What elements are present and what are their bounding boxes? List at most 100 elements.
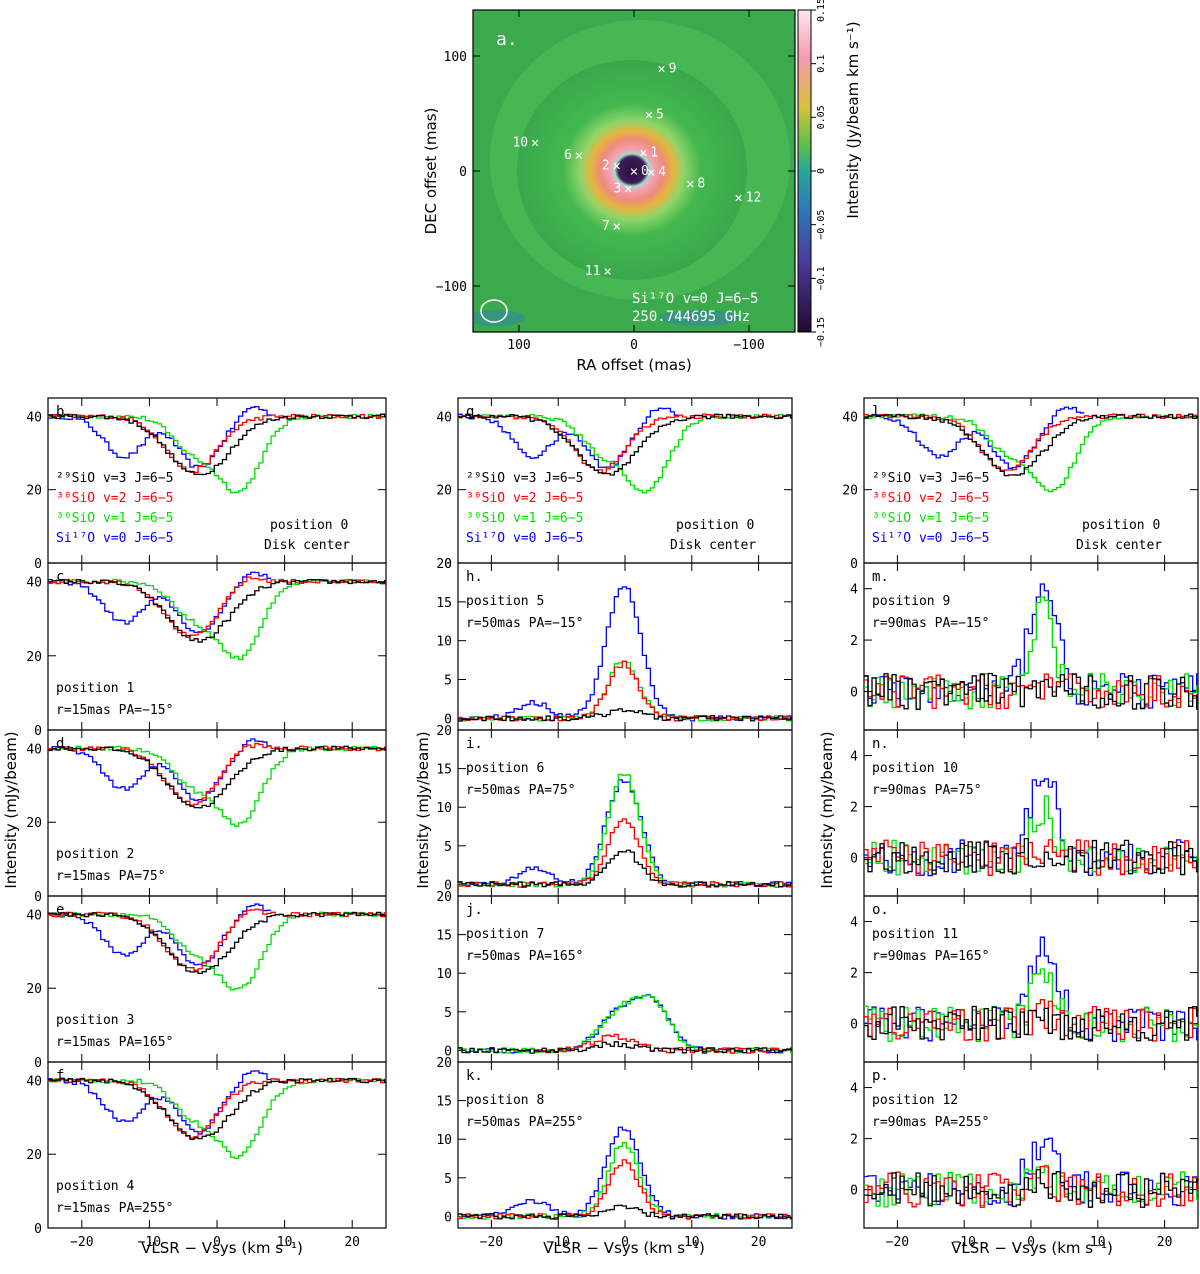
- y-tick-label: 2: [850, 634, 858, 649]
- map-marker-x: ×: [575, 148, 583, 164]
- map-xtick-label: −100: [733, 338, 764, 353]
- map-markers: × 0× 1×2×3× 4× 5×6×7× 8× 9×10×11× 12: [512, 62, 761, 280]
- spectrum-line-green: [864, 1164, 1198, 1208]
- position-sublabel: r=90mas PA=−15°: [872, 616, 989, 631]
- panel-letter: d.: [56, 736, 73, 752]
- spectrum-panel: 0 5 10 15 20 h. position 5 r=50mas PA=−15°: [436, 557, 793, 731]
- x-tick-label: −20: [886, 1235, 909, 1250]
- y-tick-label: 0: [850, 852, 858, 867]
- spectra-ylabel-col3: Intensity (mJy/beam): [818, 731, 836, 888]
- spectrum-panel: 0 20 40 e. position 3 r=15mas PA=165°: [26, 895, 387, 1071]
- spectrum-panel: −20 −10 0 10 20 0 20 40 f. position 4 r=15mas PA=2…: [26, 1061, 387, 1250]
- x-tick-label: 10: [684, 1235, 700, 1250]
- y-tick-label: 2: [850, 1133, 858, 1148]
- map-marker-label: 1: [650, 146, 658, 161]
- spectrum-line-green: [48, 1077, 386, 1159]
- map-panel-letter: a.: [496, 29, 518, 50]
- spectrum-line-black: [458, 708, 792, 722]
- position-label: position 1: [56, 681, 134, 696]
- map-marker-label: 11: [585, 264, 601, 279]
- x-tick-label: −10: [546, 1235, 569, 1250]
- spectrum-panel: 0 20 40 c. position 1 r=15mas PA=−15°: [26, 562, 387, 739]
- panel-letter: k.: [466, 1068, 483, 1084]
- spectrum-line-red: [458, 818, 792, 888]
- map-xlabel: RA offset (mas): [576, 356, 691, 374]
- spectrum-line-blue: [48, 738, 272, 801]
- y-tick-label: 20: [436, 890, 452, 905]
- y-tick-label: 20: [26, 484, 42, 499]
- panel-letter: l.: [872, 404, 889, 420]
- legend-entry: ²⁹SiO v=3 J=6−5: [872, 471, 989, 486]
- map-marker-x: ×: [613, 219, 621, 235]
- y-tick-label: 5: [444, 1172, 452, 1187]
- spectrum-line-black: [864, 1005, 1198, 1042]
- map-marker-label: 8: [697, 177, 705, 192]
- spectrum-line-green: [458, 994, 792, 1054]
- position-sublabel: r=15mas PA=75°: [56, 869, 166, 884]
- y-tick-label: 40: [842, 410, 858, 425]
- y-tick-label: 20: [436, 484, 452, 499]
- position-label: position 12: [872, 1093, 958, 1108]
- position-sublabel: Disk center: [264, 538, 350, 553]
- y-tick-label: 0: [34, 724, 42, 739]
- legend-entry: ²⁹SiO v=3 J=6−5: [466, 471, 583, 486]
- x-tick-label: 10: [277, 1235, 293, 1250]
- colorbar-label: Intensity (Jy/beam km s⁻¹): [844, 21, 862, 218]
- spectrum-line-red: [534, 1033, 792, 1054]
- spectrum-line-blue: [864, 406, 1085, 470]
- panel-letter: i.: [466, 736, 483, 752]
- y-tick-label: 20: [436, 724, 452, 739]
- position-sublabel: r=15mas PA=−15°: [56, 703, 173, 718]
- map-marker-label: 9: [669, 62, 677, 77]
- y-tick-label: 20: [842, 484, 858, 499]
- panel-letter: b.: [56, 404, 73, 420]
- y-tick-label: 10: [436, 1133, 452, 1148]
- spectra-xlabel-col1: VLSR − Vsys (km s⁻¹): [141, 1239, 303, 1257]
- spectrum-panel: −20 −10 0 10 20 0 5 10 15 20 k. position 8 r=50mas P…: [436, 1056, 793, 1250]
- position-label: position 7: [466, 927, 544, 942]
- map-marker-label: 7: [602, 219, 610, 234]
- legend-entry: ³⁰SiO v=1 J=6−5: [872, 511, 989, 526]
- map-marker-x: ×: [657, 62, 665, 78]
- y-tick-label: 0: [444, 1044, 452, 1059]
- spectrum-panel: 0 2 4 n. position 10 r=90mas PA=75°: [850, 729, 1199, 897]
- colorbar-tick-label: 0: [816, 168, 827, 174]
- spectrum-line-blue: [458, 407, 679, 468]
- spectrum-line-black: [48, 1077, 386, 1140]
- panel-frame: [457, 895, 793, 1063]
- colorbar-tick-label: 0.05: [816, 105, 827, 129]
- legend-entry: ³⁰SiO v=2 J=6−5: [872, 491, 989, 506]
- spectrum-line-green: [458, 1142, 792, 1220]
- y-tick-label: 4: [850, 583, 858, 598]
- spectrum-panel: 0 20 40 l. ²⁹SiO v=3 J=6−5 ³⁰SiO v=2 J=6−5 ³⁰S…: [842, 397, 1199, 572]
- map-line-label: Si¹⁷O v=0 J=6−5: [632, 291, 758, 307]
- panel-letter: e.: [56, 902, 73, 918]
- legend-entry: ³⁰SiO v=2 J=6−5: [466, 491, 583, 506]
- map-marker-label: 2: [602, 158, 610, 173]
- map-xtick-label: 0: [630, 338, 638, 353]
- panel-letter: c.: [56, 569, 73, 585]
- spectra-xlabel-col2: VLSR − Vsys (km s⁻¹): [543, 1239, 705, 1257]
- spectrum-line-black: [458, 1041, 792, 1054]
- y-tick-label: 4: [850, 1082, 858, 1097]
- spectrum-line-red: [48, 742, 386, 806]
- colorbar-ticks: 0.15 0.1 0.05 0 −0.05 −0.1 −0.15: [811, 0, 827, 347]
- spectra-ylabel-col2: Intensity (mJy/beam): [414, 731, 432, 888]
- y-tick-label: 40: [26, 742, 42, 757]
- panel-frame: [457, 1061, 793, 1229]
- y-tick-label: 0: [34, 1056, 42, 1071]
- y-tick-label: 0: [34, 890, 42, 905]
- map-marker-x: ×: [603, 264, 611, 280]
- spectrum-line-black: [458, 1204, 792, 1220]
- x-tick-label: 20: [344, 1235, 360, 1250]
- y-tick-label: 2: [850, 801, 858, 816]
- position-sublabel: r=50mas PA=255°: [466, 1115, 583, 1130]
- beam-ellipse: [480, 299, 508, 323]
- position-label: position 9: [872, 594, 950, 609]
- map-marker-label: 3: [613, 181, 621, 196]
- map-emission: [517, 60, 747, 280]
- position-sublabel: r=50mas PA=−15°: [466, 616, 583, 631]
- panel-letter: o.: [872, 902, 889, 918]
- legend-entry: ³⁰SiO v=1 J=6−5: [466, 511, 583, 526]
